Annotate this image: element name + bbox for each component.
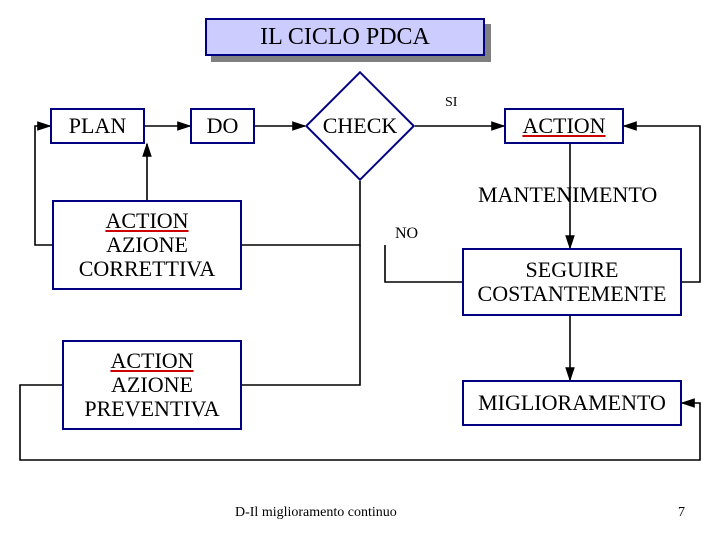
action-box: ACTION <box>504 108 624 144</box>
title-box: IL CICLO PDCA <box>205 18 485 56</box>
mantenimento-label: MANTENIMENTO <box>478 182 657 208</box>
correttiva-l1: ACTION <box>105 208 188 233</box>
seguire-content: SEGUIRE COSTANTEMENTE <box>478 258 667 306</box>
seguire-box: SEGUIRE COSTANTEMENTE <box>462 248 682 316</box>
correttiva-l2: AZIONE <box>106 232 188 257</box>
seguire-l1: SEGUIRE <box>526 257 619 282</box>
check-label: CHECK <box>321 87 399 165</box>
footer-left: D-Il miglioramento continuo <box>235 505 397 521</box>
preventiva-l3: PREVENTIVA <box>84 396 219 421</box>
do-box: DO <box>190 108 255 144</box>
action-label: ACTION <box>522 114 605 138</box>
plan-label: PLAN <box>69 114 126 138</box>
title-text: IL CICLO PDCA <box>260 24 430 50</box>
plan-box: PLAN <box>50 108 145 144</box>
preventiva-l2: AZIONE <box>111 372 193 397</box>
miglioramento-box: MIGLIORAMENTO <box>462 380 682 426</box>
correttiva-box: ACTION AZIONE CORRETTIVA <box>52 200 242 290</box>
no-label: NO <box>395 225 418 243</box>
correttiva-content: ACTION AZIONE CORRETTIVA <box>79 209 216 282</box>
si-label: SI <box>445 95 457 111</box>
do-label: DO <box>207 114 239 138</box>
footer-right: 7 <box>678 505 685 521</box>
miglioramento-label: MIGLIORAMENTO <box>478 391 666 415</box>
seguire-l2: COSTANTEMENTE <box>478 281 667 306</box>
preventiva-box: ACTION AZIONE PREVENTIVA <box>62 340 242 430</box>
check-diamond: CHECK <box>321 87 399 165</box>
preventiva-content: ACTION AZIONE PREVENTIVA <box>84 349 219 422</box>
correttiva-l3: CORRETTIVA <box>79 256 216 281</box>
slide: IL CICLO PDCA PLAN DO CHECK SI ACTION MA… <box>0 0 720 540</box>
preventiva-l1: ACTION <box>110 348 193 373</box>
